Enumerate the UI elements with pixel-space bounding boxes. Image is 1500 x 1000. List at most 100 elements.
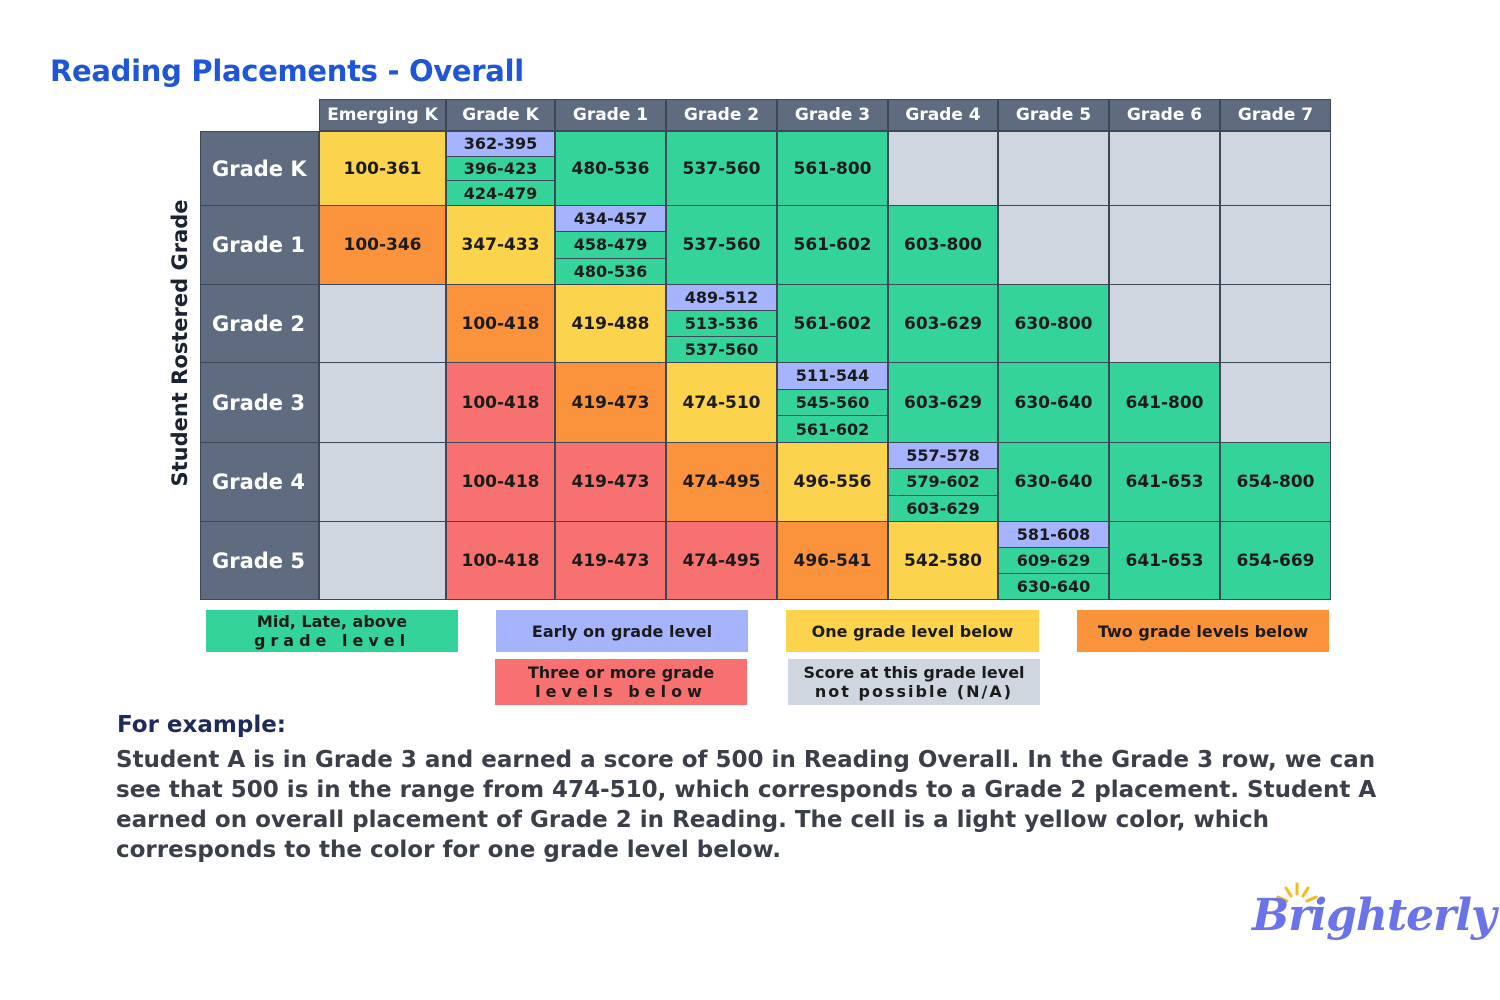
grid-cell-na (1220, 284, 1331, 363)
col-header-grade-5: Grade 5 (998, 99, 1109, 131)
grid-cell-split: 362-395 396-423 424-479 (446, 131, 555, 206)
grid-cell: 100-418 (446, 442, 555, 522)
y-axis-label: Student Rostered Grade (168, 199, 192, 487)
grid-cell: 496-556 (777, 442, 888, 522)
grid-cell-na (319, 442, 446, 522)
grid-cell: 419-473 (555, 442, 666, 522)
grid-cell-early: 362-395 (447, 132, 554, 156)
grid-cell: 100-361 (319, 131, 446, 206)
grid-cell-na (1220, 205, 1331, 285)
grid-cell: 419-473 (555, 362, 666, 443)
grid-cell-mid: 513-536 (667, 310, 776, 336)
grid-cell-late: 603-629 (889, 494, 997, 521)
legend-three-below-line1: Three or more grade (527, 663, 715, 682)
brand-wordmark: Brighterly (1252, 890, 1497, 941)
row-header-grade-1: Grade 1 (200, 205, 319, 285)
grid-cell: 419-473 (555, 521, 666, 600)
legend-mid-late-above: Mid, Late, above grade level (206, 610, 458, 652)
col-header-emerging-k: Emerging K (319, 99, 446, 131)
legend-mid-late-above-line1: Mid, Late, above (256, 612, 408, 631)
grid-cell: 419-488 (555, 284, 666, 363)
grid-cell: 630-640 (998, 442, 1109, 522)
grid-cell-na (1109, 284, 1220, 363)
grid-cell-early: 511-544 (778, 363, 887, 389)
grid-cell-na (1109, 131, 1220, 206)
example-body: Student A is in Grade 3 and earned a sco… (116, 747, 1377, 863)
grid-cell: 496-541 (777, 521, 888, 600)
col-header-grade-6: Grade 6 (1109, 99, 1220, 131)
grid-cell-na (888, 131, 998, 206)
brighterly-logo: Brighterly (1250, 880, 1497, 950)
grid-cell: 537-560 (666, 205, 777, 285)
grid-cell: 641-653 (1109, 442, 1220, 522)
grid-cell: 542-580 (888, 521, 998, 600)
legend-not-possible: Score at this grade level not possible (… (788, 659, 1040, 705)
grid-cell-early: 557-578 (889, 443, 997, 469)
grid-cell-na (1109, 205, 1220, 285)
col-header-grade-2: Grade 2 (666, 99, 777, 131)
grid-cell: 474-495 (666, 442, 777, 522)
grid-cell-na (319, 284, 446, 363)
legend-mid-late-above-line2: grade level (253, 631, 411, 650)
legend-not-possible-line1: Score at this grade level (803, 663, 1025, 682)
col-header-grade-3: Grade 3 (777, 99, 888, 131)
grid-cell-mid: 396-423 (447, 155, 554, 181)
grid-cell-na (998, 205, 1109, 285)
grid-cell: 100-418 (446, 521, 555, 600)
row-header-grade-5: Grade 5 (200, 521, 319, 600)
legend-two-below: Two grade levels below (1077, 610, 1329, 652)
grid-cell: 630-640 (998, 362, 1109, 443)
grid-cell: 641-653 (1109, 521, 1220, 600)
grid-cell-early: 489-512 (667, 285, 776, 310)
legend-three-below: Three or more grade levels below (495, 659, 747, 705)
grid-cell-late: 630-640 (999, 573, 1108, 599)
grid-cell: 347-433 (446, 205, 555, 285)
grid-cell: 603-629 (888, 284, 998, 363)
grid-cell-late: 561-602 (778, 415, 887, 443)
row-header-grade-2: Grade 2 (200, 284, 319, 363)
grid-cell-na (1220, 131, 1331, 206)
grid-cell-split: 581-608 609-629 630-640 (998, 521, 1109, 600)
grid-cell: 537-560 (666, 131, 777, 206)
legend-not-possible-line2: not possible (N/A) (814, 682, 1014, 701)
row-header-grade-4: Grade 4 (200, 442, 319, 522)
legend-one-below: One grade level below (786, 610, 1039, 652)
legend-three-below-line2: levels below (535, 682, 707, 701)
grid-cell: 480-536 (555, 131, 666, 206)
col-header-grade-7: Grade 7 (1220, 99, 1331, 131)
example-heading: For example: (117, 712, 286, 738)
grid-cell-mid: 579-602 (889, 468, 997, 495)
col-header-grade-1: Grade 1 (555, 99, 666, 131)
grid-cell: 654-669 (1220, 521, 1331, 600)
grid-cell: 561-800 (777, 131, 888, 206)
page-title: Reading Placements - Overall (50, 54, 524, 88)
grid-cell-mid: 458-479 (556, 231, 665, 258)
grid-cell-late: 480-536 (556, 257, 665, 284)
grid-cell-late: 424-479 (447, 180, 554, 206)
grid-cell: 474-510 (666, 362, 777, 443)
grid-cell-split: 489-512 513-536 537-560 (666, 284, 777, 363)
grid-cell: 603-629 (888, 362, 998, 443)
legend-early: Early on grade level (496, 610, 748, 652)
grid-cell: 100-418 (446, 284, 555, 363)
grid-cell: 474-495 (666, 521, 777, 600)
grid-cell: 641-800 (1109, 362, 1220, 443)
col-header-grade-4: Grade 4 (888, 99, 998, 131)
grid-cell-na (1220, 362, 1331, 443)
grid-cell: 561-602 (777, 284, 888, 363)
grid-cell-late: 537-560 (667, 336, 776, 362)
grid-cell: 100-418 (446, 362, 555, 443)
grid-cell-mid: 609-629 (999, 547, 1108, 573)
grid-cell-na (998, 131, 1109, 206)
grid-cell: 630-800 (998, 284, 1109, 363)
grid-cell-early: 581-608 (999, 522, 1108, 547)
grid-cell-early: 434-457 (556, 206, 665, 232)
row-header-grade-k: Grade K (200, 131, 319, 206)
sun-icon (1276, 882, 1318, 903)
grid-cell: 603-800 (888, 205, 998, 285)
row-header-grade-3: Grade 3 (200, 362, 319, 443)
grid-cell-split: 557-578 579-602 603-629 (888, 442, 998, 522)
grid-cell-na (319, 521, 446, 600)
grid-cell-split: 511-544 545-560 561-602 (777, 362, 888, 443)
col-header-grade-k: Grade K (446, 99, 555, 131)
